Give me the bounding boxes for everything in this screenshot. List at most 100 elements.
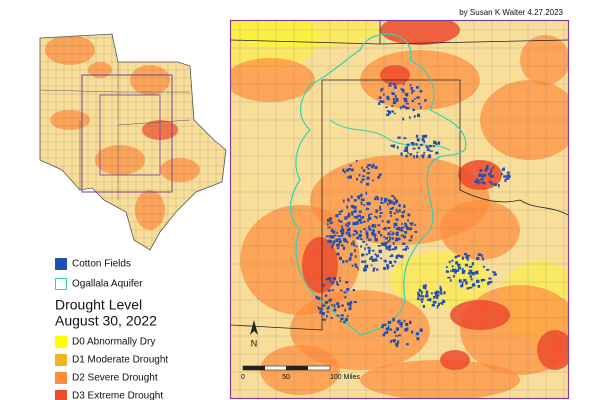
- cotton-field: [417, 292, 420, 294]
- cotton-field: [355, 159, 358, 162]
- cotton-field: [422, 286, 426, 289]
- cotton-field: [423, 151, 426, 154]
- cotton-field: [360, 238, 363, 241]
- cotton-field: [420, 143, 423, 146]
- cotton-field: [391, 195, 395, 197]
- cotton-field: [389, 238, 391, 241]
- cotton-field: [372, 163, 375, 167]
- legend-date: August 30, 2022: [55, 313, 157, 329]
- cotton-field: [440, 292, 443, 295]
- cotton-field: [360, 216, 364, 219]
- cotton-field: [404, 230, 408, 234]
- cotton-field: [435, 142, 438, 145]
- legend-label: D0 Abnormally Dry: [72, 337, 155, 348]
- cotton-field: [436, 295, 439, 299]
- cotton-field: [318, 307, 321, 310]
- aquifer-outline: [290, 33, 467, 336]
- cotton-field: [401, 222, 403, 226]
- cotton-field: [326, 314, 328, 318]
- cotton-field: [469, 275, 472, 278]
- cotton-field: [378, 174, 381, 177]
- cotton-field: [388, 260, 392, 264]
- cotton-field: [346, 289, 349, 291]
- cotton-field: [392, 98, 396, 101]
- cotton-field: [451, 265, 454, 268]
- cotton-field: [336, 283, 340, 286]
- cotton-field: [465, 255, 469, 259]
- cotton-field: [417, 146, 421, 150]
- cotton-field: [330, 241, 333, 244]
- cotton-field: [391, 237, 394, 240]
- cotton-field: [417, 103, 421, 105]
- scale-bar-segment: [243, 366, 265, 370]
- drought-zone: [360, 360, 520, 398]
- cotton-field: [373, 267, 376, 270]
- cotton-field: [476, 182, 479, 185]
- cotton-field: [393, 330, 396, 334]
- cotton-field: [315, 295, 318, 299]
- cotton-field: [384, 226, 387, 231]
- cotton-field: [349, 304, 352, 307]
- cotton-field: [326, 311, 330, 313]
- cotton-field: [341, 228, 345, 232]
- cotton-field: [340, 314, 344, 317]
- cotton-field: [472, 283, 475, 287]
- cotton-field: [397, 136, 401, 139]
- cotton-field: [438, 302, 440, 307]
- cotton-field: [327, 218, 330, 223]
- cotton-field: [487, 281, 490, 286]
- cotton-field: [371, 223, 375, 227]
- legend-label: Cotton Fields: [72, 259, 131, 270]
- cotton-field: [336, 281, 339, 285]
- cotton-field: [347, 212, 351, 216]
- cotton-field: [360, 180, 363, 184]
- cotton-field: [358, 194, 363, 197]
- cotton-field: [479, 178, 482, 181]
- cotton-field: [388, 245, 391, 249]
- cotton-field: [414, 98, 416, 100]
- cotton-field: [381, 220, 384, 223]
- cotton-field: [461, 281, 464, 285]
- cotton-field: [403, 319, 406, 323]
- legend-label: D1 Moderate Drought: [72, 355, 168, 366]
- cotton-field: [417, 113, 420, 118]
- cotton-field: [393, 112, 396, 115]
- cotton-field: [405, 107, 409, 110]
- cotton-field: [412, 90, 415, 92]
- cotton-field: [351, 242, 354, 244]
- cotton-field: [357, 268, 360, 270]
- cotton-field: [477, 253, 482, 256]
- cotton-field: [425, 294, 429, 298]
- cotton-field: [407, 219, 409, 222]
- cotton-field: [329, 235, 333, 239]
- cotton-field: [390, 339, 393, 343]
- cotton-field: [393, 226, 396, 229]
- cotton-field: [362, 175, 365, 178]
- cotton-field: [470, 278, 473, 281]
- cotton-field: [458, 266, 462, 270]
- cotton-field: [371, 225, 375, 228]
- cotton-field: [489, 174, 492, 178]
- cotton-field: [395, 98, 399, 102]
- cotton-field: [357, 219, 360, 222]
- cotton-field: [379, 205, 382, 208]
- cotton-field: [324, 301, 328, 304]
- legend: Drought Level August 30, 2022 Cotton Fie…: [55, 258, 168, 400]
- cotton-field: [374, 253, 377, 256]
- cotton-field: [490, 175, 493, 178]
- cotton-field: [326, 307, 330, 310]
- cotton-field: [410, 87, 413, 91]
- cotton-field: [345, 216, 348, 220]
- cotton-field: [421, 138, 425, 142]
- cotton-field: [385, 242, 388, 245]
- cotton-field: [347, 214, 351, 218]
- cotton-field: [344, 296, 347, 299]
- cotton-field: [340, 317, 344, 321]
- cotton-field: [344, 308, 347, 312]
- cotton-field: [476, 256, 480, 261]
- cotton-field: [394, 222, 398, 226]
- cotton-field: [395, 255, 399, 259]
- cotton-field: [364, 265, 368, 269]
- cotton-field: [421, 135, 425, 138]
- cotton-field: [348, 167, 351, 171]
